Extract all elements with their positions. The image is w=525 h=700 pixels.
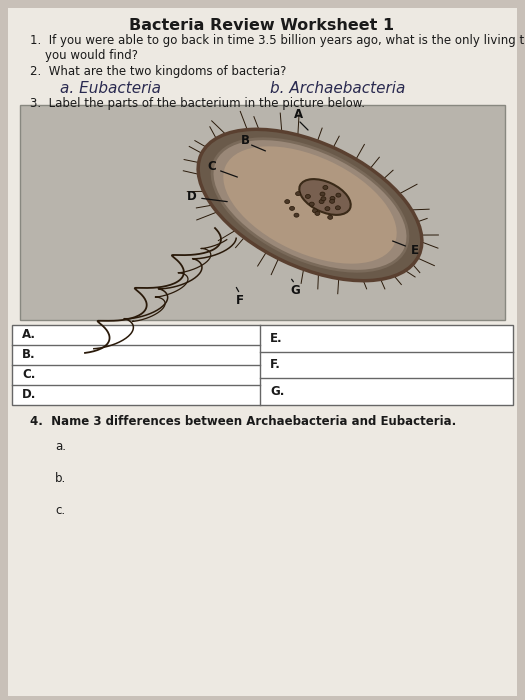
Text: 3.  Label the parts of the bacterium in the picture below.: 3. Label the parts of the bacterium in t… bbox=[30, 97, 365, 110]
Text: D.: D. bbox=[22, 389, 36, 402]
Text: C.: C. bbox=[22, 368, 35, 382]
Ellipse shape bbox=[330, 197, 335, 200]
Text: G: G bbox=[290, 284, 300, 297]
Ellipse shape bbox=[223, 146, 397, 264]
Text: c.: c. bbox=[55, 504, 65, 517]
Ellipse shape bbox=[290, 206, 295, 211]
Text: F.: F. bbox=[270, 358, 281, 372]
Text: a.: a. bbox=[55, 440, 66, 453]
Text: B.: B. bbox=[22, 349, 36, 361]
Ellipse shape bbox=[336, 193, 341, 197]
Ellipse shape bbox=[335, 206, 340, 210]
Ellipse shape bbox=[212, 139, 408, 271]
Text: A.: A. bbox=[22, 328, 36, 342]
Ellipse shape bbox=[323, 186, 328, 190]
Ellipse shape bbox=[328, 216, 333, 219]
Ellipse shape bbox=[315, 211, 320, 216]
Ellipse shape bbox=[294, 214, 299, 217]
Text: E: E bbox=[411, 244, 419, 256]
Text: 1.  If you were able to go back in time 3.5 billion years ago, what is the only : 1. If you were able to go back in time 3… bbox=[30, 34, 525, 62]
Ellipse shape bbox=[285, 199, 290, 204]
Text: 2.  What are the two kingdoms of bacteria?: 2. What are the two kingdoms of bacteria… bbox=[30, 65, 286, 78]
Text: E.: E. bbox=[270, 332, 282, 345]
Ellipse shape bbox=[306, 195, 310, 198]
Text: b.: b. bbox=[55, 472, 66, 485]
Bar bbox=[12, 325, 513, 405]
Ellipse shape bbox=[320, 192, 325, 196]
Ellipse shape bbox=[309, 202, 314, 206]
Text: C: C bbox=[207, 160, 216, 174]
Ellipse shape bbox=[325, 206, 330, 211]
Ellipse shape bbox=[299, 179, 351, 215]
Text: Bacteria Review Worksheet 1: Bacteria Review Worksheet 1 bbox=[130, 18, 395, 33]
Bar bbox=[20, 105, 505, 320]
Text: A: A bbox=[293, 108, 302, 122]
Text: 4.  Name 3 differences between Archaebacteria and Eubacteria.: 4. Name 3 differences between Archaebact… bbox=[30, 415, 456, 428]
Text: B: B bbox=[240, 134, 249, 146]
Text: b. Archaebacteria: b. Archaebacteria bbox=[270, 81, 405, 96]
Text: G.: G. bbox=[270, 385, 285, 398]
Text: D: D bbox=[187, 190, 197, 204]
Ellipse shape bbox=[296, 192, 301, 196]
Text: a. Eubacteria: a. Eubacteria bbox=[60, 81, 161, 96]
Ellipse shape bbox=[198, 130, 422, 281]
Ellipse shape bbox=[312, 209, 318, 213]
Ellipse shape bbox=[330, 199, 334, 203]
Ellipse shape bbox=[321, 197, 326, 201]
Text: F: F bbox=[236, 293, 244, 307]
Ellipse shape bbox=[319, 199, 324, 204]
